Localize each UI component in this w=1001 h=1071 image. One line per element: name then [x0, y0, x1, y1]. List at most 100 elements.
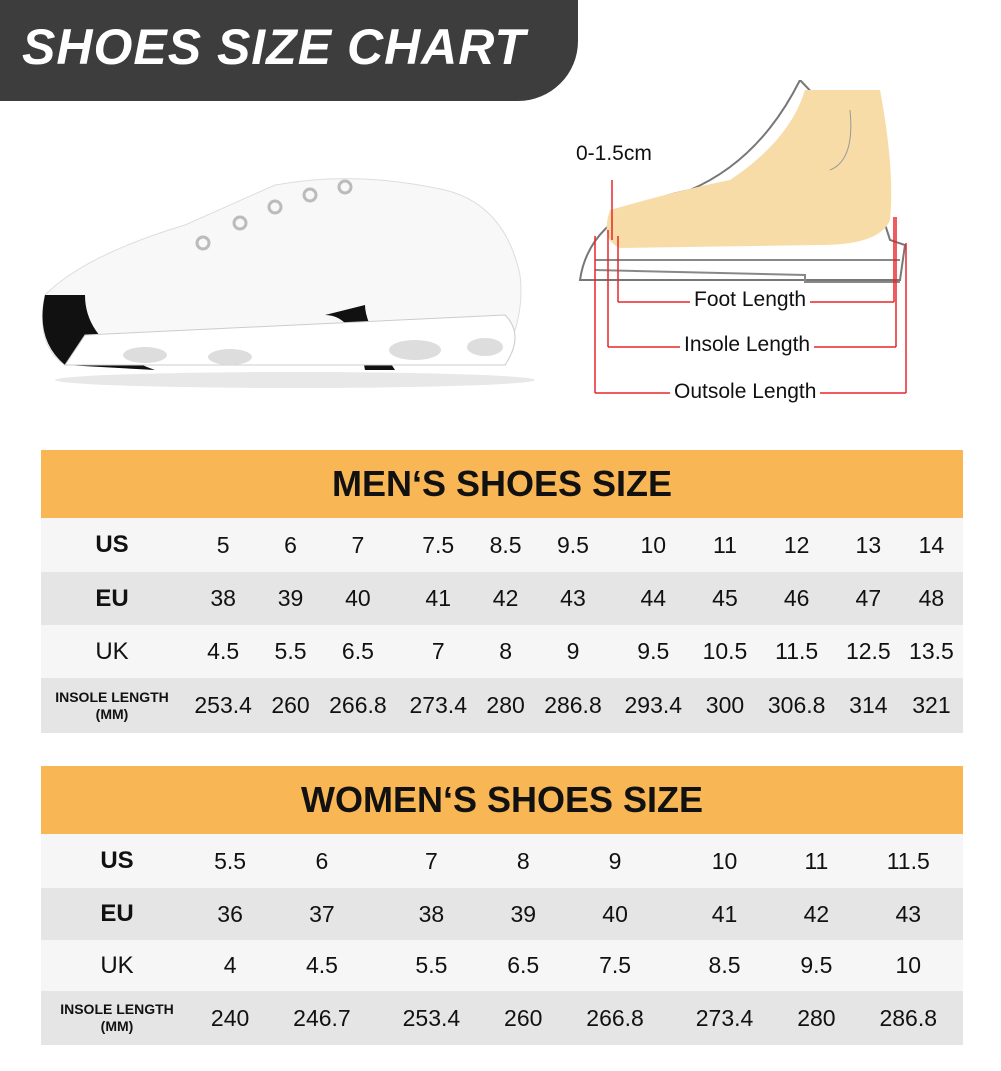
size-cell: 8.5 — [478, 518, 533, 572]
row-label: US — [41, 834, 193, 888]
page-title: SHOES SIZE CHART — [22, 19, 527, 75]
womens-size-table: WOMEN‘S SHOES SIZE US 5.5 6 7 8 9 10 11 11.5 EU 36 3… — [41, 766, 963, 1045]
title-banner: SHOES SIZE CHART — [0, 0, 578, 101]
table-row: INSOLE LENGTH (MM) 253.4 260 266.8 273.4 280 28… — [41, 678, 963, 733]
size-cell: 293.4 — [613, 678, 694, 733]
row-label: INSOLE LENGTH (MM) — [41, 678, 183, 733]
size-cell: 8 — [486, 834, 561, 888]
size-cell: 8 — [478, 625, 533, 678]
size-cell: 280 — [478, 678, 533, 733]
size-cell: 5 — [183, 518, 264, 572]
size-cell: 6.5 — [317, 625, 399, 678]
size-cell: 4 — [193, 940, 268, 991]
size-cell: 9.5 — [532, 518, 614, 572]
size-cell: 5.5 — [263, 625, 318, 678]
size-cell: 12.5 — [836, 625, 900, 678]
size-cell: 11.5 — [853, 834, 963, 888]
size-cell: 9 — [532, 625, 614, 678]
size-cell: 42 — [478, 572, 533, 625]
size-cell: 40 — [317, 572, 399, 625]
sneaker-image — [42, 178, 535, 388]
size-cell: 7 — [317, 518, 399, 572]
size-cell: 13 — [836, 518, 900, 572]
size-cell: 280 — [779, 991, 854, 1045]
size-cell: 41 — [398, 572, 479, 625]
size-cell: 9.5 — [613, 625, 694, 678]
row-label: UK — [41, 940, 193, 991]
size-cell: 43 — [853, 888, 963, 940]
row-label: INSOLE LENGTH (MM) — [41, 991, 193, 1045]
row-label: EU — [41, 572, 183, 625]
size-cell: 9.5 — [779, 940, 854, 991]
mens-size-table: MEN‘S SHOES SIZE US 5 6 7 7.5 8.5 9.5 10 11 12 13 14… — [41, 450, 963, 733]
size-cell: 7 — [398, 625, 479, 678]
size-cell: 6 — [267, 834, 377, 888]
size-cell: 240 — [193, 991, 268, 1045]
size-cell: 6.5 — [486, 940, 561, 991]
size-cell: 39 — [486, 888, 561, 940]
size-cell: 5.5 — [376, 940, 487, 991]
size-cell: 11 — [779, 834, 854, 888]
size-cell: 7.5 — [398, 518, 479, 572]
foot-length-label: Foot Length — [690, 288, 811, 312]
size-cell: 14 — [899, 518, 963, 572]
toe-gap-label: 0-1.5cm — [572, 142, 656, 166]
size-cell: 10.5 — [693, 625, 757, 678]
size-cell: 46 — [756, 572, 837, 625]
size-cell: 38 — [376, 888, 487, 940]
table-row: US 5.5 6 7 8 9 10 11 11.5 — [41, 834, 963, 888]
table-title: WOMEN‘S SHOES SIZE — [41, 766, 963, 834]
size-cell: 260 — [486, 991, 561, 1045]
size-cell: 314 — [836, 678, 900, 733]
size-cell: 253.4 — [183, 678, 264, 733]
size-cell: 4.5 — [183, 625, 264, 678]
size-cell: 40 — [560, 888, 670, 940]
size-cell: 13.5 — [899, 625, 963, 678]
size-cell: 5.5 — [193, 834, 268, 888]
size-cell: 286.8 — [853, 991, 963, 1045]
table-row: EU 38 39 40 41 42 43 44 45 46 47 48 — [41, 572, 963, 625]
row-label: EU — [41, 888, 193, 940]
insole-length-label: Insole Length — [680, 333, 815, 357]
size-cell: 39 — [263, 572, 318, 625]
size-cell: 48 — [899, 572, 963, 625]
foot-measurement-diagram — [578, 80, 907, 394]
size-cell: 41 — [669, 888, 780, 940]
size-cell: 42 — [779, 888, 854, 940]
table-row: UK 4.5 5.5 6.5 7 8 9 9.5 10.5 11.5 12.5 13.5 — [41, 625, 963, 678]
size-cell: 38 — [183, 572, 264, 625]
size-cell: 10 — [669, 834, 780, 888]
table-row: UK 4 4.5 5.5 6.5 7.5 8.5 9.5 10 — [41, 940, 963, 991]
outsole-length-label: Outsole Length — [670, 380, 821, 404]
size-cell: 36 — [193, 888, 268, 940]
size-cell: 266.8 — [317, 678, 399, 733]
size-cell: 8.5 — [669, 940, 780, 991]
size-cell: 266.8 — [560, 991, 670, 1045]
size-cell: 37 — [267, 888, 377, 940]
size-cell: 286.8 — [532, 678, 614, 733]
size-cell: 9 — [560, 834, 670, 888]
size-cell: 253.4 — [376, 991, 487, 1045]
size-cell: 321 — [899, 678, 963, 733]
size-cell: 7.5 — [560, 940, 670, 991]
size-cell: 4.5 — [267, 940, 377, 991]
size-cell: 273.4 — [669, 991, 780, 1045]
size-cell: 260 — [263, 678, 318, 733]
size-cell: 47 — [836, 572, 900, 625]
table-row: EU 36 37 38 39 40 41 42 43 — [41, 888, 963, 940]
size-cell: 10 — [853, 940, 963, 991]
size-cell: 12 — [756, 518, 837, 572]
size-cell: 306.8 — [756, 678, 837, 733]
size-cell: 11 — [693, 518, 757, 572]
size-cell: 10 — [613, 518, 694, 572]
size-cell: 43 — [532, 572, 614, 625]
size-cell: 300 — [693, 678, 757, 733]
size-cell: 273.4 — [398, 678, 479, 733]
row-label: UK — [41, 625, 183, 678]
table-row: INSOLE LENGTH (MM) 240 246.7 253.4 260 266.8 27… — [41, 991, 963, 1045]
size-cell: 45 — [693, 572, 757, 625]
size-cell: 7 — [376, 834, 487, 888]
row-label: US — [41, 518, 183, 572]
size-cell: 11.5 — [756, 625, 837, 678]
